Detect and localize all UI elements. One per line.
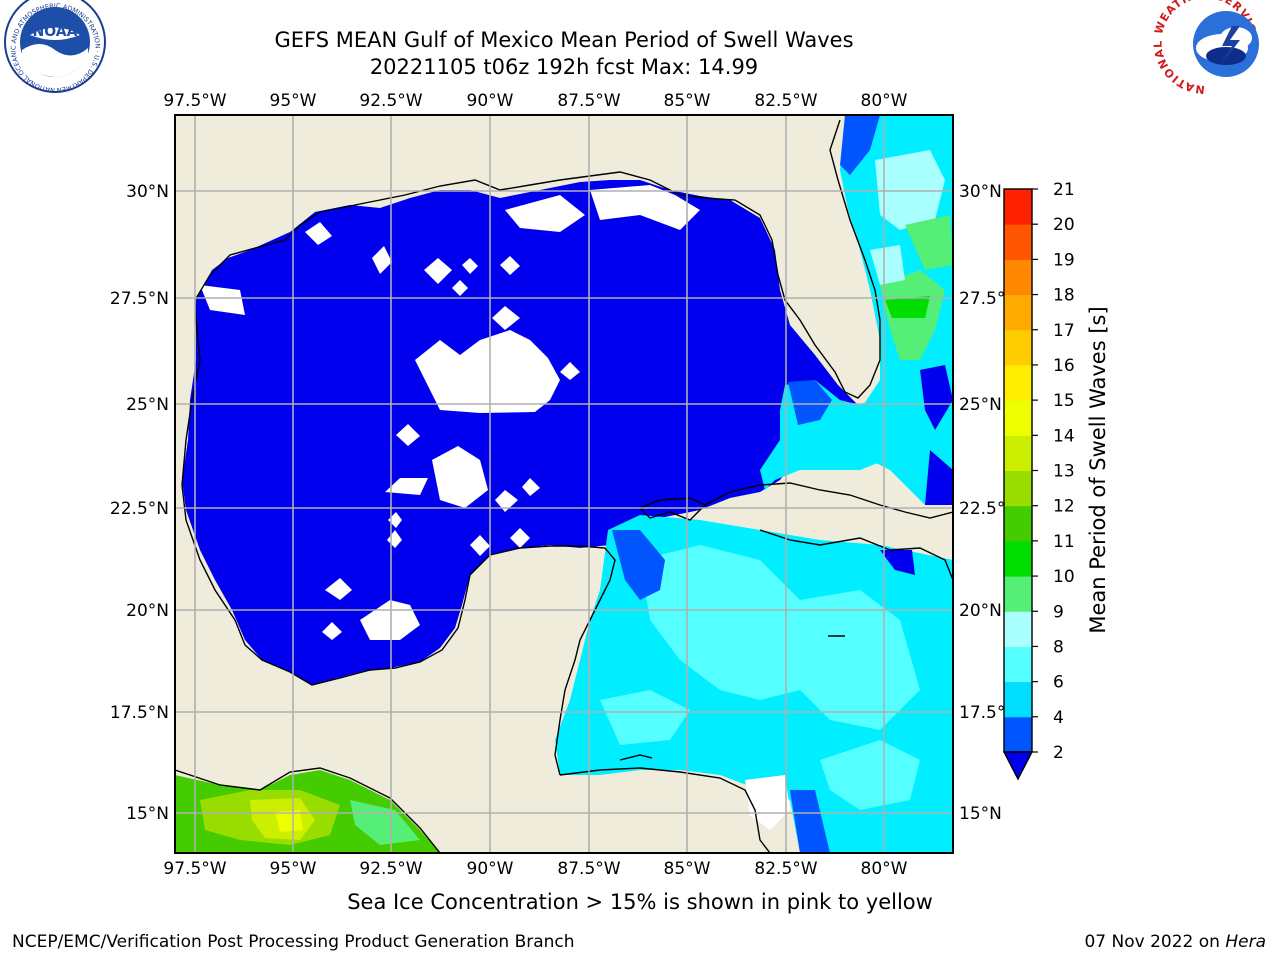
colorbar-tick-label: 13 xyxy=(1053,462,1075,482)
colorbar-swatch xyxy=(1004,224,1032,260)
graticule xyxy=(175,115,953,853)
svg-text:82.5°W: 82.5°W xyxy=(754,859,817,879)
svg-text:90°W: 90°W xyxy=(467,91,514,111)
colorbar-tick-label: 19 xyxy=(1053,250,1075,270)
colorbar-tick-label: 15 xyxy=(1053,391,1075,411)
colorbar-swatch xyxy=(1004,259,1032,296)
lon-labels-top: 97.5°W 95°W 92.5°W 90°W 87.5°W 85°W 82.5… xyxy=(163,91,907,111)
colorbar-swatch xyxy=(1004,400,1032,436)
svg-text:95°W: 95°W xyxy=(270,859,317,879)
colorbar: 2 4 6 8 9 10 11 12 13 14 15 16 17 18 19 20 21 Mean Perio… xyxy=(1002,180,1110,781)
lon-labels-bottom: 97.5°W 95°W 92.5°W 90°W 87.5°W 85°W 82.5… xyxy=(163,859,907,879)
svg-text:82.5°W: 82.5°W xyxy=(754,91,817,111)
svg-text:92.5°W: 92.5°W xyxy=(359,859,422,879)
lat-labels-left: 30°N 27.5°N 25°N 22.5°N 20°N 17.5°N 15°N xyxy=(110,182,169,824)
colorbar-tick-label: 11 xyxy=(1053,532,1075,552)
missing-data-patches xyxy=(200,185,700,640)
svg-text:15°N: 15°N xyxy=(126,804,169,824)
colorbar-extend-triangle xyxy=(1002,751,1034,781)
colorbar-swatch xyxy=(1004,611,1032,647)
colorbar-swatch xyxy=(1004,329,1032,366)
map-frame xyxy=(174,114,954,854)
colorbar-swatch xyxy=(1004,540,1032,577)
colorbar-swatch xyxy=(1004,294,1032,331)
colorbar-swatch xyxy=(1004,435,1032,471)
colorbar-tick-label: 6 xyxy=(1053,673,1064,693)
coastlines xyxy=(175,119,953,853)
colorbar-swatches xyxy=(1004,189,1032,753)
sea-ice-caption: Sea Ice Concentration > 15% is shown in … xyxy=(347,890,933,914)
colorbar-swatch xyxy=(1004,364,1032,401)
colorbar-tick-label: 12 xyxy=(1053,497,1075,517)
colorbar-swatch xyxy=(1004,716,1032,753)
svg-text:87.5°W: 87.5°W xyxy=(557,91,620,111)
colorbar-tick-label: 17 xyxy=(1053,321,1075,341)
colorbar-swatch xyxy=(1004,470,1032,507)
svg-text:80°W: 80°W xyxy=(861,91,908,111)
map-panel xyxy=(175,115,953,853)
svg-text:87.5°W: 87.5°W xyxy=(557,859,620,879)
colorbar-tick-label: 21 xyxy=(1053,180,1075,200)
svg-text:97.5°W: 97.5°W xyxy=(163,91,226,111)
svg-text:85°W: 85°W xyxy=(664,91,711,111)
footer-date: 07 Nov 2022 on Hera xyxy=(1084,932,1266,952)
colorbar-swatch xyxy=(1004,576,1032,612)
svg-text:30°N: 30°N xyxy=(959,182,1002,202)
svg-text:25°N: 25°N xyxy=(126,395,169,415)
colorbar-tick-label: 9 xyxy=(1053,602,1064,622)
footer-host: Hera xyxy=(1225,932,1266,952)
colorbar-tick-label: 16 xyxy=(1053,356,1075,376)
svg-text:30°N: 30°N xyxy=(126,182,169,202)
colorbar-tick-label: 14 xyxy=(1053,426,1075,446)
footer-date-text: 07 Nov 2022 on xyxy=(1084,932,1220,952)
svg-text:80°W: 80°W xyxy=(861,859,908,879)
svg-text:25°N: 25°N xyxy=(959,395,1002,415)
colorbar-swatch xyxy=(1004,505,1032,542)
svg-text:95°W: 95°W xyxy=(270,91,317,111)
svg-text:97.5°W: 97.5°W xyxy=(163,859,226,879)
colorbar-tick-label: 2 xyxy=(1053,743,1064,763)
colorbar-swatch xyxy=(1004,189,1032,225)
noaa-logo: NATIONAL OCEANIC AND ATMOSPHERIC ADMINIS… xyxy=(0,0,106,94)
colorbar-swatch xyxy=(1004,681,1032,718)
colorbar-label: Mean Period of Swell Waves [s] xyxy=(1086,306,1110,633)
gulf-swell-field xyxy=(182,180,858,685)
svg-text:27.5°N: 27.5°N xyxy=(110,289,169,309)
colorbar-swatch xyxy=(1004,646,1032,683)
colorbar-tick-label: 20 xyxy=(1053,215,1075,235)
colorbar-tick-label: 10 xyxy=(1053,567,1075,587)
colorbar-tick-label: 18 xyxy=(1053,286,1075,306)
colorbar-tick-label: 8 xyxy=(1053,637,1064,657)
svg-text:NOAA: NOAA xyxy=(33,24,78,40)
svg-text:15°N: 15°N xyxy=(959,804,1002,824)
colorbar-tick-label: 4 xyxy=(1053,708,1064,728)
svg-text:20°N: 20°N xyxy=(959,601,1002,621)
map-title: GEFS MEAN Gulf of Mexico Mean Period of … xyxy=(274,28,854,52)
footer-credit: NCEP/EMC/Verification Post Processing Pr… xyxy=(12,932,575,952)
nws-logo: NATIONAL WEATHER SERVICE xyxy=(1151,0,1276,96)
svg-text:92.5°W: 92.5°W xyxy=(359,91,422,111)
eastern-gulf-field xyxy=(760,380,885,490)
svg-text:20°N: 20°N xyxy=(126,601,169,621)
svg-text:17.5°N: 17.5°N xyxy=(110,703,169,723)
map-subtitle: 20221105 t06z 192h fcst Max: 14.99 xyxy=(369,55,759,79)
svg-text:90°W: 90°W xyxy=(467,859,514,879)
svg-text:22.5°N: 22.5°N xyxy=(110,499,169,519)
colorbar-ticks: 2 4 6 8 9 10 11 12 13 14 15 16 17 18 19 20 21 xyxy=(1032,180,1075,763)
svg-text:85°W: 85°W xyxy=(664,859,711,879)
